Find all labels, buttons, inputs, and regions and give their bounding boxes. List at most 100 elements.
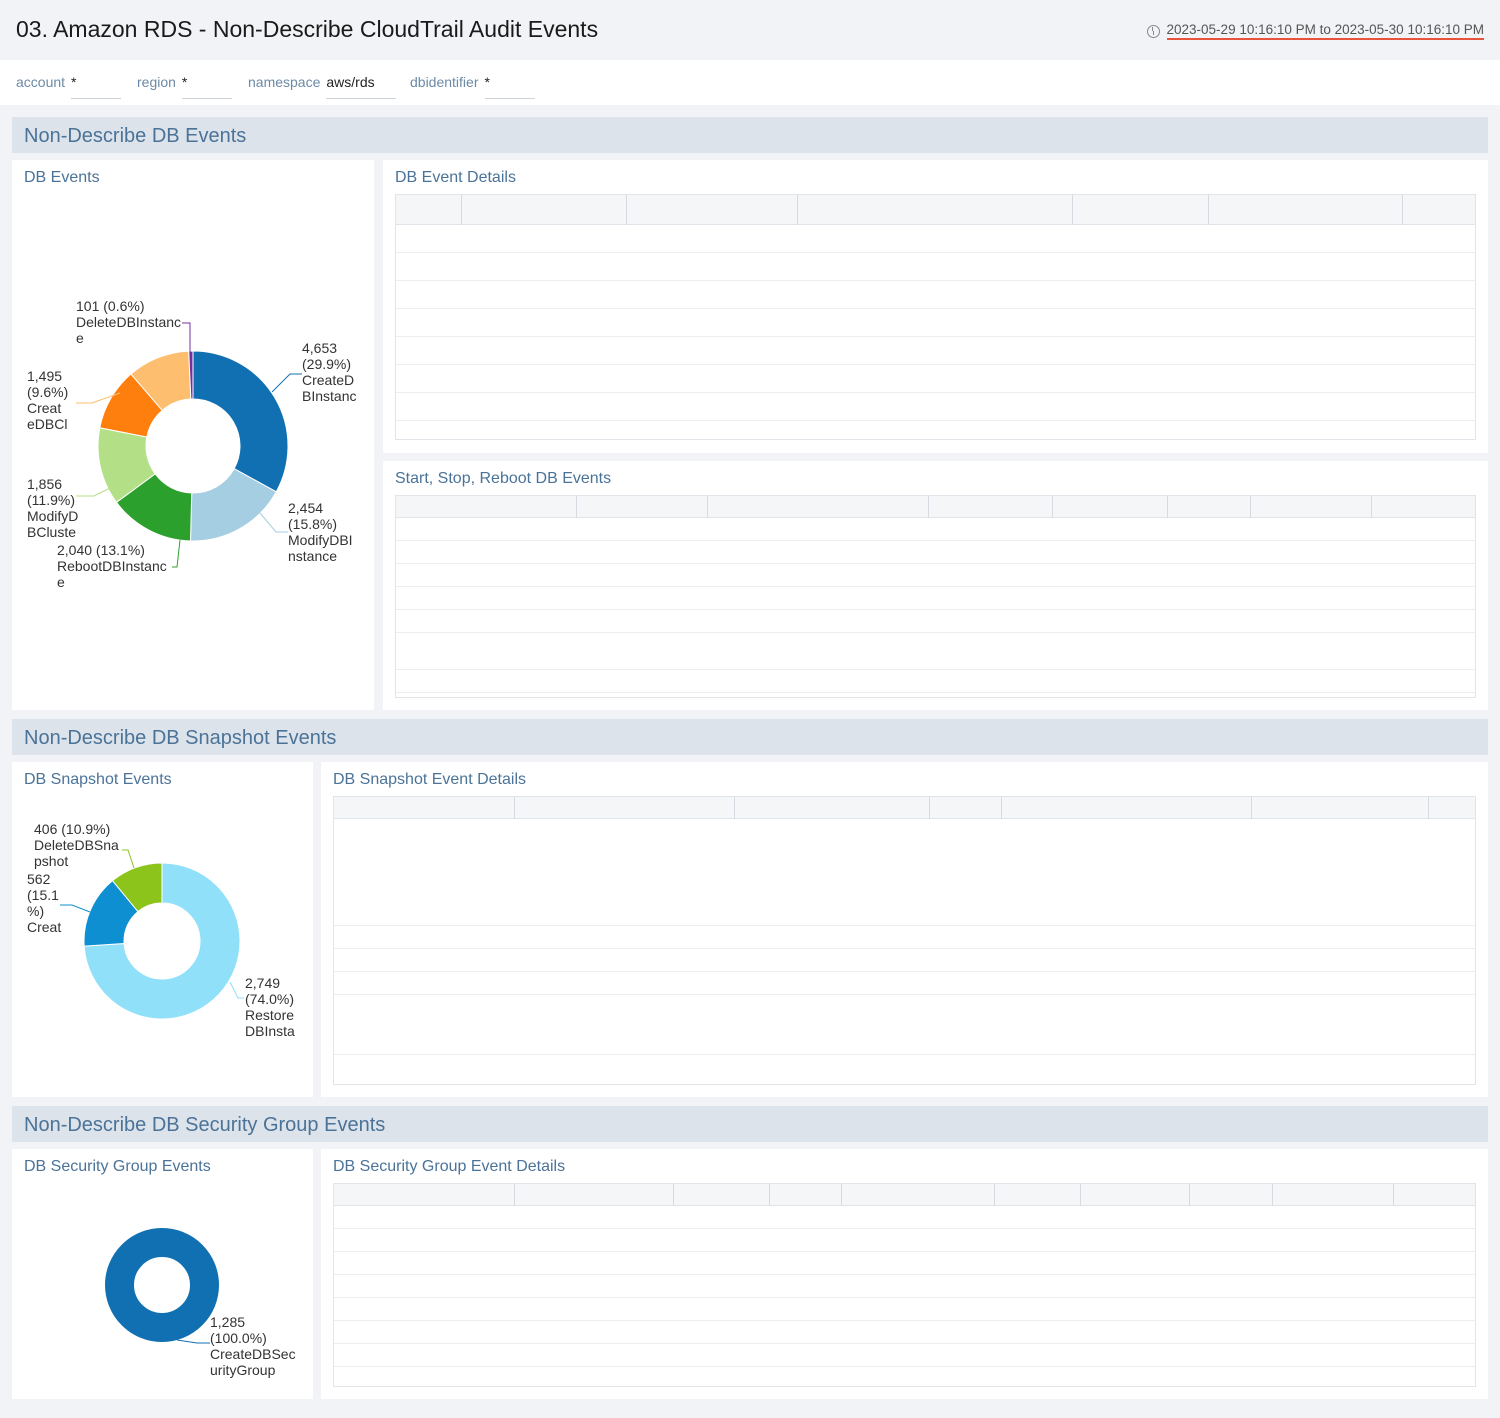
label-leader-line xyxy=(122,849,135,869)
donut-slice[interactable] xyxy=(111,862,163,913)
table-row[interactable] xyxy=(334,1229,1475,1252)
column-header[interactable] xyxy=(1080,1184,1097,1206)
security-group-details-table[interactable] xyxy=(333,1183,1476,1387)
slice-label: e xyxy=(76,330,84,346)
column-header[interactable] xyxy=(1001,797,1018,819)
column-header[interactable] xyxy=(1393,1184,1410,1206)
column-header[interactable] xyxy=(423,496,439,518)
table-row[interactable] xyxy=(396,518,1475,541)
column-header[interactable] xyxy=(576,496,593,518)
slice-label: Restore xyxy=(245,1007,294,1023)
table-row[interactable] xyxy=(396,670,1475,693)
table-row[interactable] xyxy=(396,309,1475,337)
column-header[interactable] xyxy=(994,1184,1011,1206)
table-row[interactable] xyxy=(334,1344,1475,1367)
table-header xyxy=(396,496,1475,518)
slice-label: 1,285 xyxy=(210,1314,245,1330)
table-row[interactable] xyxy=(396,337,1475,365)
table-row[interactable] xyxy=(396,610,1475,633)
panel-db-events: DB Events 4,653 (29.9%) CreateD BInstanc 2,4… xyxy=(12,160,374,710)
panel-title: DB Security Group Events xyxy=(24,1158,211,1175)
table-row[interactable] xyxy=(334,1275,1475,1298)
slice-label: (100.0%) xyxy=(210,1330,267,1346)
column-header[interactable] xyxy=(514,797,531,819)
table-row[interactable] xyxy=(396,253,1475,281)
donut-slice[interactable] xyxy=(83,862,241,1020)
column-header[interactable] xyxy=(1250,496,1267,518)
column-header[interactable] xyxy=(1251,797,1268,819)
donut-slice[interactable] xyxy=(192,350,289,493)
table-row[interactable] xyxy=(334,926,1475,949)
column-header[interactable] xyxy=(1052,496,1069,518)
column-header[interactable] xyxy=(929,797,946,819)
table-row[interactable] xyxy=(334,1321,1475,1344)
column-header[interactable] xyxy=(707,496,724,518)
slice-label: 1,856 xyxy=(27,476,62,492)
slice-label: 562 xyxy=(27,871,51,887)
table-header xyxy=(334,797,1475,819)
filter-value-input[interactable]: * xyxy=(484,74,535,99)
column-header[interactable] xyxy=(673,1184,690,1206)
table-row[interactable] xyxy=(396,633,1475,670)
section-db-events[interactable]: Non-Describe DB Events xyxy=(12,117,1488,153)
column-header[interactable] xyxy=(797,195,814,225)
label-leader-line xyxy=(60,904,91,913)
table-row[interactable] xyxy=(334,995,1475,1055)
slice-label: 2,454 xyxy=(288,500,323,516)
column-header[interactable] xyxy=(514,1184,531,1206)
table-row[interactable] xyxy=(334,1206,1475,1229)
table-row[interactable] xyxy=(396,393,1475,421)
panel-title: DB Events xyxy=(24,169,100,186)
label-leader-line xyxy=(76,481,123,497)
column-header[interactable] xyxy=(1272,1184,1289,1206)
table-row[interactable] xyxy=(334,1252,1475,1275)
table-row[interactable] xyxy=(334,972,1475,995)
table-row[interactable] xyxy=(334,1298,1475,1321)
table-row[interactable] xyxy=(396,281,1475,309)
column-header[interactable] xyxy=(928,496,945,518)
column-header[interactable] xyxy=(841,1184,858,1206)
slice-label: eDBCl xyxy=(27,416,67,432)
time-range-picker[interactable]: 2023-05-29 10:16:10 PM to 2023-05-30 10:… xyxy=(1146,22,1484,40)
column-header[interactable] xyxy=(626,195,643,225)
table-row[interactable] xyxy=(396,564,1475,587)
filter-value-input[interactable]: aws/rds xyxy=(326,74,397,99)
column-header[interactable] xyxy=(1189,1184,1206,1206)
column-header[interactable] xyxy=(1072,195,1089,225)
db-event-details-table[interactable] xyxy=(395,194,1476,440)
column-header[interactable] xyxy=(361,797,377,819)
table-row[interactable] xyxy=(396,587,1475,610)
filter-region[interactable]: region * xyxy=(137,74,232,99)
table-row[interactable] xyxy=(396,225,1475,253)
filter-account[interactable]: account * xyxy=(16,74,122,99)
start-stop-reboot-table[interactable] xyxy=(395,495,1476,698)
column-header[interactable] xyxy=(734,797,751,819)
slice-label: BCluste xyxy=(27,524,76,540)
column-header[interactable] xyxy=(461,195,478,225)
slice-label: (9.6%) xyxy=(27,384,68,400)
table-row[interactable] xyxy=(396,365,1475,393)
column-header[interactable] xyxy=(769,1184,786,1206)
snapshot-details-table[interactable] xyxy=(333,796,1476,1085)
section-snapshot-events[interactable]: Non-Describe DB Snapshot Events xyxy=(12,719,1488,755)
time-range-text[interactable]: 2023-05-29 10:16:10 PM to 2023-05-30 10:… xyxy=(1166,22,1484,40)
filter-namespace[interactable]: namespace aws/rds xyxy=(248,74,397,99)
column-header[interactable] xyxy=(361,1184,377,1206)
filter-value-input[interactable]: * xyxy=(71,74,122,99)
donut-slice[interactable] xyxy=(105,1228,219,1342)
table-row[interactable] xyxy=(396,541,1475,564)
column-header[interactable] xyxy=(1208,195,1225,225)
filter-value-input[interactable]: * xyxy=(181,74,232,99)
label-leader-line xyxy=(229,981,244,999)
column-header[interactable] xyxy=(1402,195,1419,225)
section-security-group-events[interactable]: Non-Describe DB Security Group Events xyxy=(12,1106,1488,1142)
column-header[interactable] xyxy=(1428,797,1445,819)
column-header[interactable] xyxy=(1371,496,1388,518)
table-row[interactable] xyxy=(334,819,1475,926)
table-row[interactable] xyxy=(334,1367,1475,1386)
filter-dbidentifier[interactable]: dbidentifier * xyxy=(410,74,535,99)
table-row[interactable] xyxy=(334,949,1475,972)
column-header[interactable] xyxy=(1167,496,1184,518)
slice-label: DBInsta xyxy=(245,1023,295,1039)
